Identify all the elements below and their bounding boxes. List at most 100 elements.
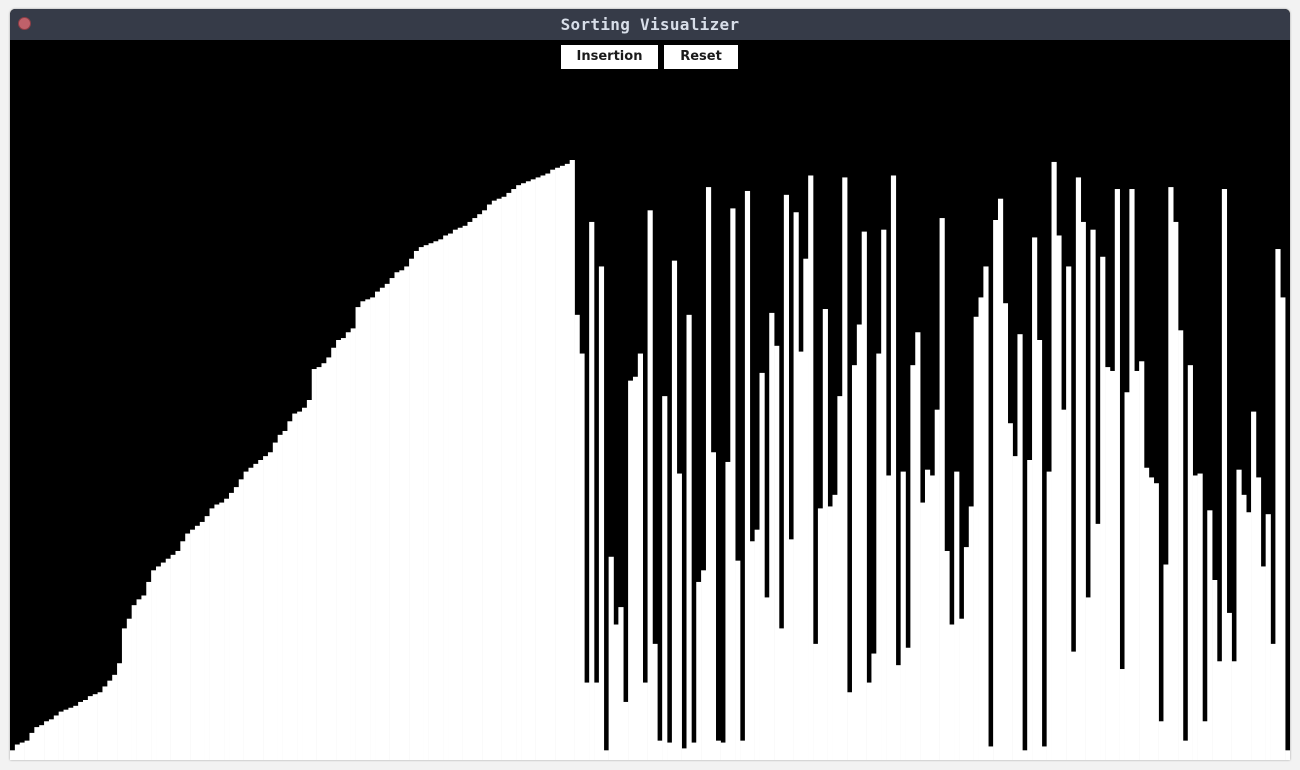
value-bar bbox=[905, 647, 911, 760]
close-button-icon[interactable] bbox=[18, 17, 31, 30]
value-bar bbox=[131, 605, 137, 760]
value-bar bbox=[39, 725, 45, 760]
value-bar bbox=[1075, 177, 1082, 760]
value-bar bbox=[832, 494, 838, 760]
value-bar bbox=[1051, 161, 1057, 760]
value-bar bbox=[199, 521, 205, 760]
value-bar bbox=[287, 421, 293, 760]
value-bar bbox=[1114, 189, 1120, 760]
value-bar bbox=[272, 442, 278, 760]
value-bar bbox=[107, 680, 113, 760]
value-bar bbox=[1217, 661, 1223, 760]
value-bar bbox=[1095, 523, 1101, 760]
value-bar bbox=[608, 556, 614, 760]
value-bar bbox=[890, 175, 897, 760]
window-title: Sorting Visualizer bbox=[560, 15, 740, 34]
value-bar bbox=[837, 396, 843, 760]
value-bar bbox=[19, 742, 25, 760]
value-bar bbox=[827, 506, 833, 760]
value-bar bbox=[117, 663, 123, 760]
value-bar bbox=[345, 332, 351, 760]
value-bar bbox=[409, 258, 415, 760]
value-bar bbox=[331, 347, 337, 760]
value-bar bbox=[1226, 612, 1232, 760]
value-bar bbox=[63, 709, 69, 760]
value-bar bbox=[521, 183, 527, 760]
value-bar bbox=[156, 566, 162, 760]
value-bar bbox=[102, 686, 108, 760]
value-bar bbox=[939, 218, 945, 760]
value-bar bbox=[448, 233, 454, 760]
value-bar bbox=[1100, 256, 1106, 760]
value-bar bbox=[822, 309, 828, 760]
value-bar bbox=[360, 301, 366, 760]
value-bar bbox=[1221, 189, 1228, 760]
value-bar bbox=[803, 258, 809, 760]
value-bar bbox=[1032, 237, 1038, 760]
value-bar bbox=[340, 338, 347, 760]
value-bar bbox=[336, 340, 342, 760]
value-bar bbox=[170, 554, 176, 760]
value-bar bbox=[443, 235, 449, 760]
value-bar bbox=[613, 624, 619, 760]
value-bar bbox=[1246, 512, 1252, 760]
value-bar bbox=[944, 550, 950, 760]
value-bar bbox=[647, 210, 653, 760]
value-bar bbox=[452, 229, 459, 760]
value-bar bbox=[423, 245, 429, 760]
value-bar bbox=[267, 452, 274, 760]
value-bar bbox=[1085, 597, 1091, 760]
value-bar bbox=[1265, 514, 1271, 760]
value-bar bbox=[954, 471, 960, 760]
value-bar bbox=[418, 247, 424, 760]
value-bar bbox=[686, 314, 692, 760]
value-bar bbox=[701, 570, 707, 760]
value-bar bbox=[1007, 423, 1013, 760]
value-bar bbox=[813, 643, 819, 760]
value-bar bbox=[34, 727, 40, 760]
value-bar bbox=[121, 628, 128, 760]
value-bar bbox=[793, 212, 799, 760]
value-bar bbox=[258, 460, 264, 760]
value-bar bbox=[671, 260, 678, 760]
value-bar bbox=[433, 241, 439, 760]
value-bar bbox=[1036, 340, 1043, 760]
insertion-sort-button[interactable]: Insertion bbox=[561, 45, 658, 69]
value-bar bbox=[1090, 229, 1096, 760]
value-bar bbox=[871, 653, 877, 760]
value-bar bbox=[817, 508, 824, 760]
value-bar bbox=[486, 204, 493, 760]
value-bar bbox=[375, 291, 381, 760]
value-bar bbox=[73, 705, 79, 760]
value-bar bbox=[774, 345, 780, 760]
value-bar bbox=[277, 434, 283, 760]
titlebar[interactable]: Sorting Visualizer bbox=[10, 9, 1290, 40]
value-bar bbox=[136, 599, 142, 760]
value-bar bbox=[1105, 367, 1111, 760]
value-bar bbox=[744, 190, 751, 760]
value-bar bbox=[194, 525, 201, 760]
value-bar bbox=[224, 498, 230, 760]
value-bar bbox=[1066, 266, 1072, 760]
value-bar bbox=[1002, 303, 1009, 760]
value-bar bbox=[725, 461, 731, 760]
value-bar bbox=[219, 502, 225, 760]
value-bar bbox=[316, 367, 322, 760]
value-bar bbox=[1153, 483, 1159, 760]
value-bar bbox=[204, 516, 210, 760]
value-bar bbox=[997, 198, 1004, 760]
reset-button[interactable]: Reset bbox=[664, 45, 738, 69]
value-bar bbox=[112, 674, 118, 760]
value-bar bbox=[350, 328, 356, 760]
value-bar bbox=[691, 742, 697, 760]
value-bar bbox=[861, 231, 867, 760]
value-bar bbox=[681, 748, 687, 760]
value-bar bbox=[428, 243, 434, 760]
value-bar bbox=[1270, 643, 1276, 760]
value-bar bbox=[545, 173, 551, 760]
value-bar bbox=[306, 400, 313, 760]
value-bar bbox=[1158, 721, 1164, 760]
value-bar bbox=[248, 467, 254, 760]
value-bar bbox=[798, 351, 804, 760]
value-bar bbox=[579, 353, 585, 760]
